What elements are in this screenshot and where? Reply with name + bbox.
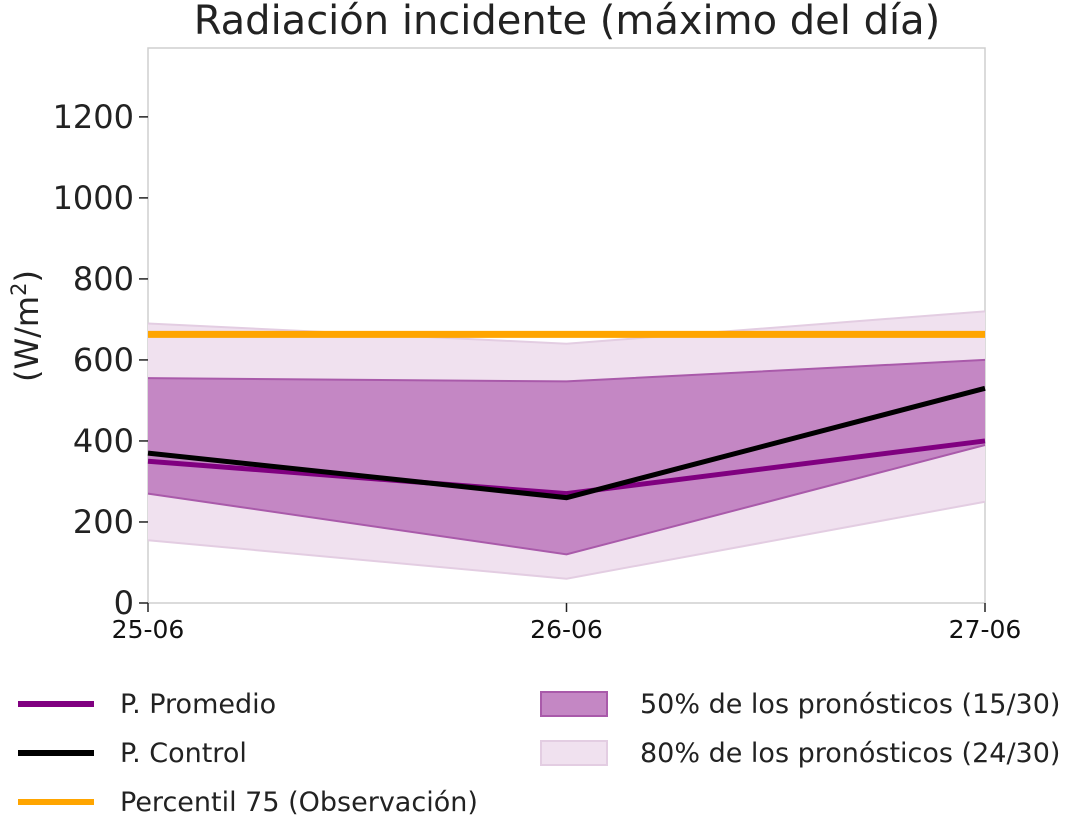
legend-swatch-control: [18, 750, 94, 756]
legend: P. Promedio P. Control Percentil 75 (Obs…: [0, 680, 1068, 830]
y-tick-label-1: 200: [73, 503, 134, 541]
legend-label-band-80: 80% de los pronósticos (24/30): [640, 737, 1061, 769]
y-tick-label-6: 1200: [53, 98, 134, 136]
y-tick-label-3: 600: [73, 341, 134, 379]
x-tick-label-2: 27-06: [949, 615, 1022, 644]
band-0-lower-edge: [147, 500, 986, 580]
y-tick-label-0: 0: [114, 584, 134, 622]
series-line-1: [147, 385, 986, 501]
legend-swatch-promedio: [18, 701, 94, 707]
chart: Radiación incidente (máximo del día) 0 20…: [7, 0, 1022, 644]
band-0-upper-edge: [147, 310, 986, 345]
chart-title: Radiación incidente (máximo del día): [194, 0, 940, 44]
y-axis-label: (W/m2): [7, 270, 46, 382]
legend-label-band-50: 50% de los pronósticos (15/30): [640, 688, 1061, 720]
legend-label-promedio: P. Promedio: [120, 688, 277, 720]
series-line-0: [147, 438, 986, 497]
legend-item-percentil: Percentil 75 (Observación): [18, 782, 478, 822]
y-tick-label-2: 400: [73, 422, 134, 460]
plot-area: 0 200 400 600 800 1000 1200 25-06 26-06 27-06: [53, 47, 1022, 644]
legend-swatch-band-80: [540, 740, 608, 766]
band-1-lower-edge: [147, 444, 986, 556]
legend-item-band-80: 80% de los pronósticos (24/30): [540, 733, 1060, 773]
band-1: [148, 359, 985, 555]
y-tick-label-4: 800: [73, 260, 134, 298]
legend-label-percentil: Percentil 75 (Observación): [120, 786, 478, 818]
legend-label-control: P. Control: [120, 737, 247, 769]
legend-swatch-band-50: [540, 691, 608, 717]
legend-item-promedio: P. Promedio: [18, 684, 276, 724]
legend-swatch-percentil: [18, 799, 94, 805]
x-tick-label-0: 25-06: [112, 615, 185, 644]
band-1-upper-edge: [147, 358, 986, 383]
legend-item-control: P. Control: [18, 733, 247, 773]
y-tick-label-5: 1000: [53, 179, 134, 217]
x-tick-label-1: 26-06: [530, 615, 603, 644]
legend-item-band-50: 50% de los pronósticos (15/30): [540, 684, 1060, 724]
